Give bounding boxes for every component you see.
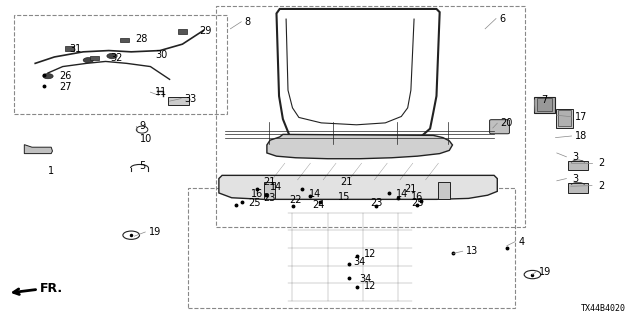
Bar [534, 97, 555, 113]
Bar [188, 188, 515, 308]
Text: 6: 6 [499, 13, 506, 24]
Text: 25: 25 [248, 198, 261, 208]
Text: 8: 8 [244, 17, 251, 27]
Text: 2: 2 [598, 180, 605, 191]
Text: 28: 28 [136, 34, 148, 44]
Text: 22: 22 [289, 195, 302, 205]
Text: 18: 18 [575, 131, 587, 141]
Text: 19: 19 [148, 227, 161, 237]
Text: 30: 30 [155, 50, 167, 60]
Polygon shape [267, 134, 452, 159]
Circle shape [83, 58, 93, 63]
Bar [556, 109, 573, 128]
Circle shape [107, 53, 117, 59]
Text: 33: 33 [184, 93, 196, 104]
Bar [216, 6, 525, 227]
Text: 14: 14 [270, 182, 282, 192]
FancyBboxPatch shape [490, 120, 509, 134]
Text: 15: 15 [338, 192, 350, 202]
Text: 27: 27 [59, 82, 72, 92]
Text: 12: 12 [364, 249, 376, 260]
Text: 19: 19 [539, 267, 551, 277]
Bar [178, 29, 187, 34]
Text: 24: 24 [312, 200, 324, 210]
Text: 16: 16 [411, 192, 423, 202]
Text: 21: 21 [404, 184, 417, 194]
Text: 9: 9 [140, 121, 146, 132]
Text: 3: 3 [573, 152, 579, 162]
Text: 10: 10 [140, 134, 152, 144]
Text: TX44B4020: TX44B4020 [581, 304, 626, 313]
Text: 3: 3 [573, 173, 579, 184]
Text: 5: 5 [140, 161, 146, 171]
Text: FR.: FR. [40, 282, 63, 295]
Text: 21: 21 [340, 177, 353, 188]
Bar [568, 161, 588, 170]
Bar [90, 56, 99, 60]
Bar [65, 46, 74, 51]
Text: 16: 16 [251, 188, 263, 199]
Text: 29: 29 [200, 26, 212, 36]
Text: 25: 25 [411, 198, 424, 208]
Text: 20: 20 [500, 118, 513, 128]
Text: 7: 7 [541, 95, 547, 105]
Text: 14: 14 [396, 188, 408, 199]
Text: 34: 34 [353, 257, 365, 267]
Text: 31: 31 [69, 44, 81, 54]
Text: 14: 14 [308, 188, 321, 199]
Bar [438, 182, 450, 199]
Text: 23: 23 [264, 193, 276, 204]
Text: 17: 17 [575, 112, 587, 122]
Text: 12: 12 [364, 281, 376, 292]
Bar [168, 97, 189, 105]
Text: 1: 1 [48, 166, 54, 176]
Text: 2: 2 [598, 158, 605, 168]
Text: 21: 21 [264, 177, 276, 188]
Text: 32: 32 [110, 53, 122, 63]
Polygon shape [219, 175, 497, 199]
Bar [264, 182, 275, 199]
Text: 4: 4 [518, 236, 525, 247]
Text: 11: 11 [155, 87, 167, 97]
Text: 13: 13 [466, 246, 478, 256]
Bar [537, 98, 552, 111]
Bar [120, 38, 129, 42]
Text: 26: 26 [59, 71, 71, 81]
Polygon shape [24, 145, 52, 154]
Bar [568, 183, 588, 193]
Text: 23: 23 [370, 198, 382, 208]
Bar [14, 15, 227, 114]
Circle shape [43, 74, 53, 79]
Bar [558, 110, 571, 126]
Text: 34: 34 [360, 274, 372, 284]
